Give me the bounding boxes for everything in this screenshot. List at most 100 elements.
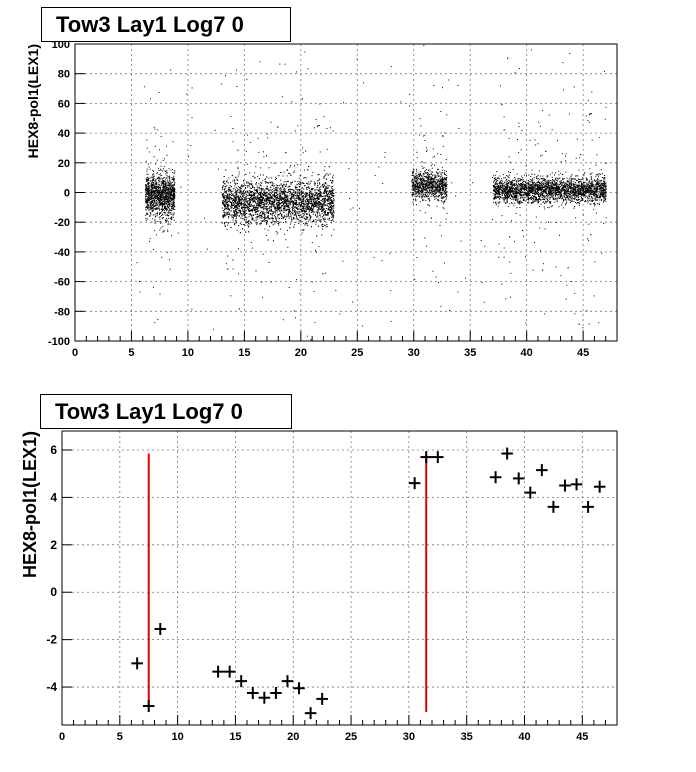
- scatter-point: [329, 204, 331, 206]
- scatter-point: [223, 193, 225, 194]
- scatter-point: [257, 198, 259, 200]
- scatter-point: [227, 200, 229, 202]
- scatter-point: [248, 211, 250, 212]
- scatter-point: [310, 215, 312, 217]
- scatter-point: [226, 190, 228, 192]
- scatter-point: [317, 216, 319, 218]
- scatter-point: [299, 292, 301, 294]
- scatter-point: [163, 187, 165, 189]
- scatter-point: [297, 209, 299, 211]
- scatter-point: [243, 211, 245, 213]
- scatter-point: [162, 209, 164, 211]
- scatter-point: [299, 204, 301, 206]
- scatter-point: [172, 197, 174, 199]
- scatter-point: [332, 200, 334, 202]
- scatter-point: [153, 192, 155, 194]
- scatter-point: [228, 221, 230, 223]
- x-tick-label: 10: [182, 347, 194, 359]
- scatter-point: [274, 187, 276, 189]
- scatter-point: [161, 174, 163, 176]
- scatter-point: [281, 205, 283, 207]
- scatter-point: [150, 183, 152, 185]
- scatter-point: [277, 214, 279, 216]
- scatter-point: [321, 212, 323, 214]
- scatter-point: [231, 207, 233, 209]
- scatter-point: [279, 194, 281, 196]
- scatter-point: [235, 190, 237, 192]
- scatter-point: [307, 221, 309, 223]
- scatter-point: [285, 221, 287, 223]
- scatter-point: [167, 230, 169, 232]
- scatter-point: [161, 189, 163, 191]
- scatter-point: [150, 184, 152, 186]
- scatter-point: [171, 177, 173, 179]
- scatter-point: [161, 193, 163, 195]
- scatter-point: [160, 221, 162, 223]
- scatter-point: [314, 195, 316, 197]
- scatter-point: [172, 178, 174, 180]
- scatter-point: [240, 198, 242, 200]
- scatter-point: [165, 192, 167, 194]
- scatter-point: [282, 190, 284, 192]
- scatter-point: [229, 189, 231, 191]
- scatter-point: [163, 183, 165, 185]
- scatter-point: [233, 179, 235, 181]
- scatter-point: [148, 209, 150, 211]
- scatter-point: [157, 191, 159, 193]
- scatter-point: [261, 216, 263, 218]
- scatter-point: [222, 215, 224, 217]
- scatter-point: [145, 206, 147, 208]
- scatter-point: [228, 177, 230, 179]
- scatter-point: [159, 203, 161, 205]
- scatter-point: [276, 190, 278, 192]
- scatter-point: [172, 195, 174, 197]
- scatter-point: [298, 198, 300, 199]
- scatter-point: [292, 201, 294, 203]
- scatter-point: [171, 193, 173, 195]
- scatter-point: [306, 217, 308, 218]
- scatter-point: [310, 198, 312, 200]
- scatter-point: [302, 191, 304, 193]
- scatter-point: [243, 213, 245, 214]
- scatter-point: [333, 207, 335, 209]
- scatter-point: [174, 196, 176, 198]
- scatter-point: [272, 202, 274, 204]
- scatter-point: [283, 190, 285, 192]
- scatter-point: [170, 200, 171, 202]
- scatter-point: [223, 182, 225, 184]
- scatter-point: [272, 206, 274, 207]
- scatter-point: [158, 205, 160, 207]
- scatter-point: [332, 130, 334, 132]
- scatter-point: [289, 216, 291, 218]
- scatter-point: [153, 230, 155, 232]
- scatter-point: [269, 191, 271, 193]
- scatter-point: [266, 210, 268, 212]
- scatter-point: [285, 215, 287, 217]
- scatter-point: [168, 168, 170, 170]
- scatter-point: [289, 211, 291, 213]
- scatter-point: [239, 232, 241, 234]
- scatter-point: [322, 198, 324, 200]
- y-tick-label: 80: [58, 69, 70, 81]
- scatter-point: [323, 210, 325, 212]
- scatter-point: [270, 196, 272, 198]
- scatter-point: [172, 186, 174, 188]
- scatter-point: [326, 205, 328, 206]
- scatter-point: [291, 206, 293, 208]
- scatter-point: [242, 186, 244, 188]
- scatter-point: [240, 188, 242, 190]
- scatter-point: [318, 179, 320, 181]
- scatter-point: [291, 220, 293, 222]
- scatter-point: [305, 203, 307, 205]
- scatter-point: [305, 194, 307, 195]
- scatter-point: [244, 196, 246, 198]
- scatter-point: [154, 205, 156, 207]
- scatter-point: [317, 196, 319, 198]
- scatter-point: [255, 211, 257, 213]
- scatter-point: [153, 189, 155, 191]
- scatter-point: [155, 197, 156, 199]
- scatter-point: [256, 203, 257, 205]
- scatter-point: [329, 198, 331, 200]
- scatter-point: [256, 196, 258, 198]
- scatter-point: [271, 189, 273, 191]
